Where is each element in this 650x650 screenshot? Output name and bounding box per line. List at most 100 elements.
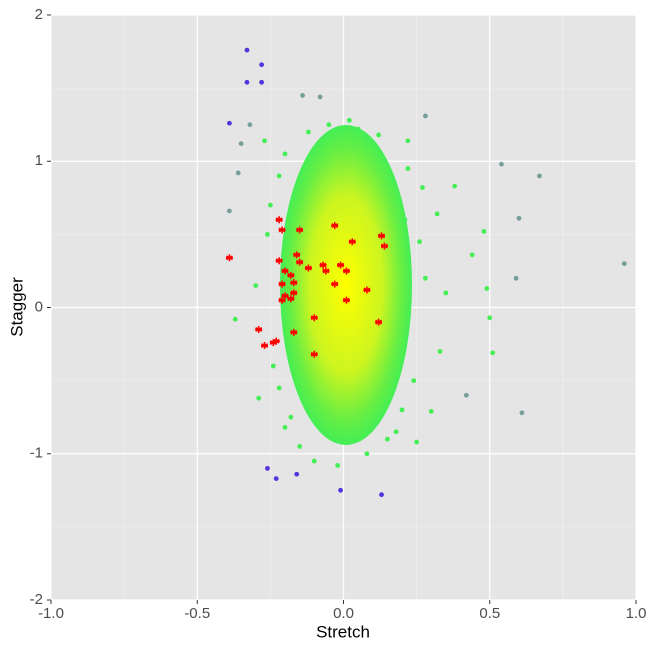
star-point	[275, 257, 283, 265]
y-tick-label: 2	[35, 6, 43, 23]
point	[443, 290, 449, 296]
point	[276, 173, 282, 179]
star-point	[296, 258, 304, 266]
point	[437, 348, 443, 354]
star-point	[375, 318, 383, 326]
point	[452, 183, 458, 189]
point	[537, 173, 542, 179]
point	[484, 286, 490, 291]
star-point	[290, 289, 298, 297]
star-point	[342, 296, 350, 304]
point	[423, 113, 428, 119]
star-point	[331, 222, 339, 230]
x-tick-label: -1.0	[38, 605, 64, 622]
point	[414, 439, 420, 445]
point	[481, 229, 487, 234]
star-point	[281, 292, 289, 300]
point	[384, 436, 390, 442]
point	[335, 463, 341, 468]
point	[376, 132, 381, 138]
point	[253, 283, 259, 288]
point	[405, 138, 411, 144]
point	[259, 79, 264, 85]
star-point	[293, 251, 301, 259]
point	[282, 425, 288, 430]
point	[244, 47, 250, 53]
x-tick-label: 1.0	[626, 605, 647, 622]
point	[288, 414, 294, 420]
point	[393, 429, 399, 435]
y-axis-title: Stagger	[7, 277, 26, 337]
star-point	[380, 242, 388, 250]
point	[294, 471, 300, 477]
point	[379, 492, 384, 498]
star-point	[342, 267, 350, 275]
point	[267, 202, 273, 208]
star-point	[304, 264, 312, 272]
star-point	[281, 267, 289, 275]
point	[487, 315, 493, 321]
star-point	[278, 280, 286, 288]
star-point	[287, 295, 295, 303]
star-point	[296, 226, 304, 234]
point	[423, 275, 428, 281]
x-tick-label: -0.5	[184, 605, 210, 622]
point	[238, 141, 244, 147]
point	[420, 185, 425, 190]
point	[262, 138, 267, 144]
density-cloud	[280, 125, 412, 445]
point	[297, 444, 303, 449]
point	[300, 93, 305, 98]
point	[355, 126, 361, 132]
star-point	[255, 325, 263, 333]
point	[490, 350, 496, 356]
point	[256, 395, 262, 401]
point	[499, 161, 504, 167]
star-point	[278, 296, 286, 304]
point	[265, 231, 270, 237]
point	[346, 117, 352, 123]
point	[227, 208, 232, 214]
star-point	[322, 267, 330, 275]
point	[411, 378, 417, 384]
star-point	[378, 232, 386, 240]
star-point	[331, 280, 339, 288]
point	[516, 215, 522, 221]
star-point	[348, 238, 356, 246]
star-point	[269, 339, 277, 347]
point	[259, 62, 264, 68]
point	[405, 166, 411, 171]
point	[621, 261, 627, 267]
x-tick-label: 0.5	[479, 605, 500, 622]
star-point	[225, 254, 233, 262]
point	[399, 407, 405, 413]
point	[513, 275, 519, 281]
point	[402, 217, 408, 223]
y-tick-label: 0	[35, 298, 43, 315]
point	[311, 458, 317, 464]
star-point	[275, 216, 283, 224]
point	[282, 151, 288, 157]
star-point	[319, 261, 327, 269]
point	[434, 211, 440, 217]
point	[244, 79, 250, 85]
point	[326, 122, 332, 128]
star-point	[290, 279, 298, 287]
y-tick-label: 1	[35, 152, 43, 169]
star-point	[287, 271, 295, 279]
y-tick-label: -1	[30, 445, 43, 462]
point	[270, 363, 276, 369]
star-point	[310, 314, 318, 322]
star-point	[337, 261, 345, 269]
star-point	[310, 350, 318, 358]
point	[469, 252, 475, 258]
point	[265, 465, 270, 471]
point	[519, 410, 525, 416]
point	[338, 487, 343, 493]
star-point	[363, 286, 371, 294]
point	[232, 316, 238, 322]
star-point	[290, 328, 298, 336]
point	[276, 385, 282, 391]
point	[364, 451, 370, 457]
